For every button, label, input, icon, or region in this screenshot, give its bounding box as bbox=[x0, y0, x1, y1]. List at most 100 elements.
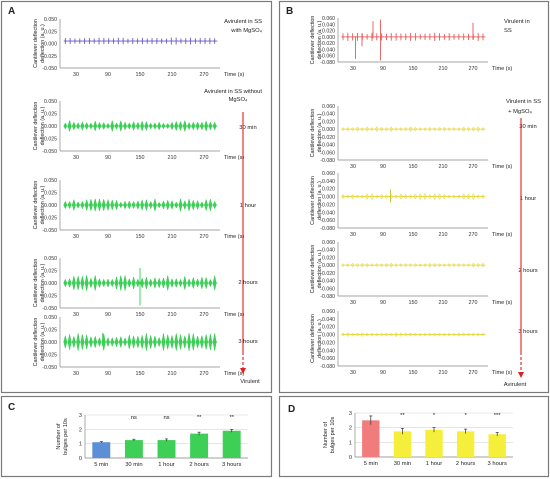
y-axis-label: Cantilever deflection bbox=[33, 181, 39, 230]
data-point bbox=[360, 332, 365, 338]
y-tick-label: 1 bbox=[79, 442, 82, 448]
data-point bbox=[423, 192, 427, 201]
data-point bbox=[157, 277, 162, 289]
y-tick-label: 0.020 bbox=[322, 325, 335, 331]
y-tick-label: 1 bbox=[349, 440, 352, 446]
a-group-header-line2: MgSO₄ bbox=[229, 97, 248, 103]
data-point bbox=[345, 127, 350, 132]
x-tick-label: 210 bbox=[439, 164, 448, 170]
data-point bbox=[204, 334, 208, 350]
data-point bbox=[423, 127, 428, 132]
significance-label: * bbox=[433, 413, 436, 419]
bar bbox=[393, 431, 412, 457]
x-tick-label: 210 bbox=[168, 155, 177, 161]
x-tick-label: 90 bbox=[105, 155, 111, 161]
data-point bbox=[456, 194, 461, 199]
data-point bbox=[140, 198, 144, 212]
data-point bbox=[178, 120, 183, 132]
x-tick-label: 30 bbox=[73, 371, 79, 377]
data-point bbox=[106, 278, 110, 288]
x-axis-label: Time (s) bbox=[492, 164, 512, 170]
x-tick-label: 150 bbox=[136, 234, 145, 240]
data-point bbox=[71, 121, 76, 131]
data-point bbox=[97, 336, 102, 348]
data-point bbox=[165, 122, 170, 130]
data-point bbox=[63, 335, 68, 349]
x-tick-label: 90 bbox=[380, 66, 386, 72]
x-axis-label: Time (s) bbox=[224, 234, 244, 240]
data-point bbox=[144, 198, 149, 212]
data-point bbox=[199, 201, 204, 209]
data-point bbox=[394, 194, 399, 199]
data-point bbox=[413, 126, 418, 132]
data-point bbox=[84, 121, 89, 131]
x-tick-label: 270 bbox=[469, 370, 478, 376]
data-point bbox=[72, 335, 76, 349]
data-point bbox=[97, 197, 102, 213]
data-point bbox=[466, 332, 471, 337]
data-point bbox=[135, 200, 140, 210]
plot-B5: 0.060 0.040 0.020 0.000-0.020 -0.040 -0.060 -0… bbox=[310, 309, 512, 376]
data-point bbox=[447, 263, 452, 268]
y-tick-label: 0.025 bbox=[44, 112, 57, 118]
data-point bbox=[456, 332, 461, 337]
data-point bbox=[153, 276, 157, 290]
y-tick-label: 2 bbox=[349, 426, 352, 432]
x-tick-label: 3 hours bbox=[222, 462, 241, 468]
data-point bbox=[374, 194, 379, 199]
data-point bbox=[170, 335, 174, 349]
y-tick-label: 3 bbox=[79, 413, 82, 419]
data-point bbox=[195, 121, 200, 131]
y-tick-label: -0.050 bbox=[42, 149, 57, 155]
data-point bbox=[89, 277, 93, 289]
data-point bbox=[345, 194, 350, 199]
y-tick-label: 0.000 bbox=[44, 42, 57, 48]
panel-d-frame bbox=[278, 395, 550, 478]
data-point bbox=[350, 262, 355, 268]
x-tick-label: 150 bbox=[136, 371, 145, 377]
panel-c-letter: C bbox=[8, 402, 15, 413]
y-tick-label: -0.080 bbox=[320, 364, 335, 370]
x-tick-label: 90 bbox=[105, 234, 111, 240]
y-tick-label: -0.025 bbox=[42, 137, 57, 143]
data-point bbox=[341, 263, 345, 268]
x-tick-label: 90 bbox=[105, 312, 111, 318]
data-point bbox=[127, 277, 132, 289]
b-arrow-end-label: Avirulent bbox=[504, 382, 527, 388]
data-point bbox=[161, 333, 166, 351]
data-point bbox=[355, 332, 360, 337]
data-point bbox=[178, 278, 183, 288]
data-point bbox=[389, 126, 394, 133]
y-axis-label-cont: bulges per 10s bbox=[330, 416, 336, 453]
x-tick-label: 210 bbox=[439, 232, 448, 238]
y-axis-label-units: deflection (a. u.) bbox=[40, 106, 46, 145]
data-point bbox=[182, 119, 187, 133]
y-tick-label: 0 bbox=[79, 456, 82, 462]
data-point bbox=[110, 199, 115, 211]
y-tick-label: -0.050 bbox=[42, 306, 57, 312]
x-tick-label: 270 bbox=[200, 72, 209, 78]
significance-label: ** bbox=[229, 415, 234, 421]
x-tick-label: 210 bbox=[439, 66, 448, 72]
x-tick-label: 210 bbox=[168, 72, 177, 78]
data-point bbox=[89, 198, 93, 212]
y-tick-label: 0.060 bbox=[322, 104, 335, 110]
data-point bbox=[442, 332, 447, 337]
y-tick-label: 0.040 bbox=[322, 112, 335, 118]
data-point bbox=[418, 263, 423, 268]
x-tick-label: 30 bbox=[350, 164, 356, 170]
data-point bbox=[140, 120, 144, 132]
data-point bbox=[118, 275, 123, 291]
data-point bbox=[165, 275, 170, 291]
data-point bbox=[212, 121, 217, 131]
data-point bbox=[432, 192, 437, 201]
data-point bbox=[63, 278, 68, 288]
y-tick-label: 0.000 bbox=[322, 127, 335, 133]
y-tick-label: -0.025 bbox=[42, 54, 57, 60]
y-tick-label: -0.050 bbox=[42, 228, 57, 234]
y-tick-label: 0.000 bbox=[44, 340, 57, 346]
data-point bbox=[408, 126, 413, 133]
data-point bbox=[370, 127, 374, 132]
y-tick-label: 0.020 bbox=[322, 29, 335, 35]
